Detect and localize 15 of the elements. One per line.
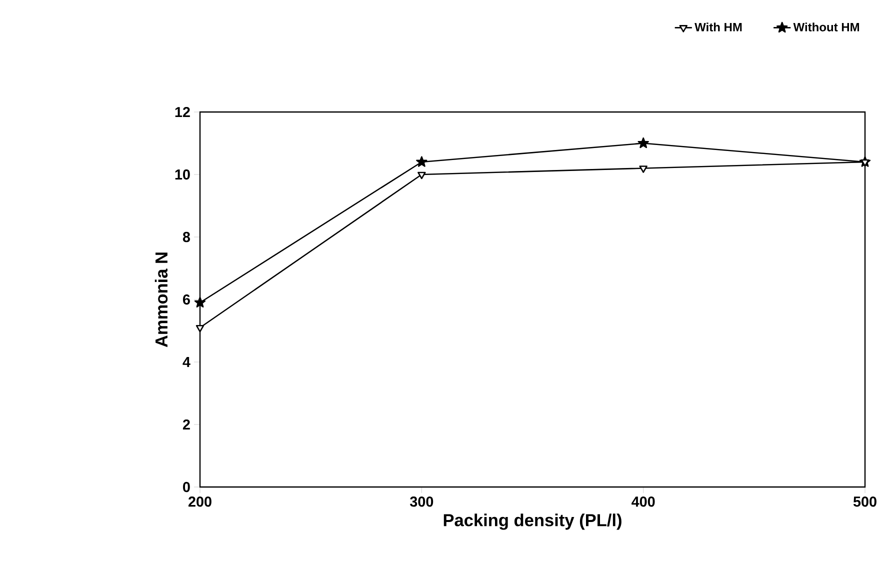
- x-tick-label: 400: [632, 496, 655, 507]
- y-tick-label: 2: [182, 419, 190, 430]
- legend-label: Without HM: [793, 22, 860, 32]
- x-axis-title: Packing density (PL/l): [444, 514, 622, 530]
- y-tick-label: 0: [183, 482, 190, 492]
- x-tick-label: 200: [188, 496, 212, 507]
- y-tick-label: 10: [175, 169, 190, 180]
- y-axis-title: Ammonia N: [154, 252, 168, 348]
- x-tick-label: 500: [853, 496, 876, 507]
- x-tick-label: 300: [410, 496, 434, 507]
- legend-label: With HM: [694, 22, 742, 32]
- y-tick-label: 6: [182, 294, 190, 305]
- y-tick-label: 8: [182, 232, 190, 242]
- y-tick-label: 12: [175, 106, 190, 118]
- y-tick-label: 4: [182, 357, 190, 367]
